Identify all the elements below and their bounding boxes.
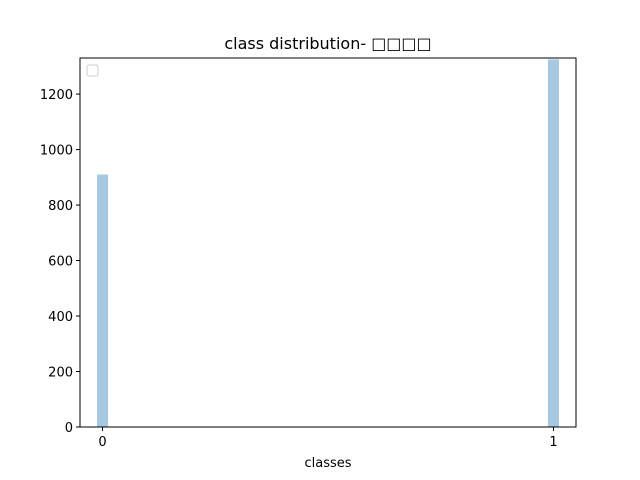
y-tick-label: 400 bbox=[48, 310, 73, 325]
x-axis-label: classes bbox=[304, 456, 351, 471]
bar-0 bbox=[97, 174, 109, 427]
y-tick-label: 1000 bbox=[40, 144, 73, 159]
y-axis: 0 200 400 600 800 1000 1200 bbox=[40, 88, 80, 436]
bars-layer bbox=[97, 59, 559, 428]
chart-title: class distribution- □□□□ bbox=[224, 34, 431, 53]
y-tick-label: 800 bbox=[48, 199, 73, 214]
y-tick-label: 200 bbox=[48, 366, 73, 381]
y-tick-label: 1200 bbox=[40, 88, 73, 103]
y-tick-label: 0 bbox=[65, 421, 73, 436]
y-tick-label: 600 bbox=[48, 255, 73, 270]
x-tick-label: 0 bbox=[98, 435, 106, 450]
x-tick-label: 1 bbox=[549, 435, 557, 450]
bar-1 bbox=[547, 59, 559, 428]
plot-frame bbox=[79, 57, 577, 428]
legend-box bbox=[86, 64, 99, 77]
